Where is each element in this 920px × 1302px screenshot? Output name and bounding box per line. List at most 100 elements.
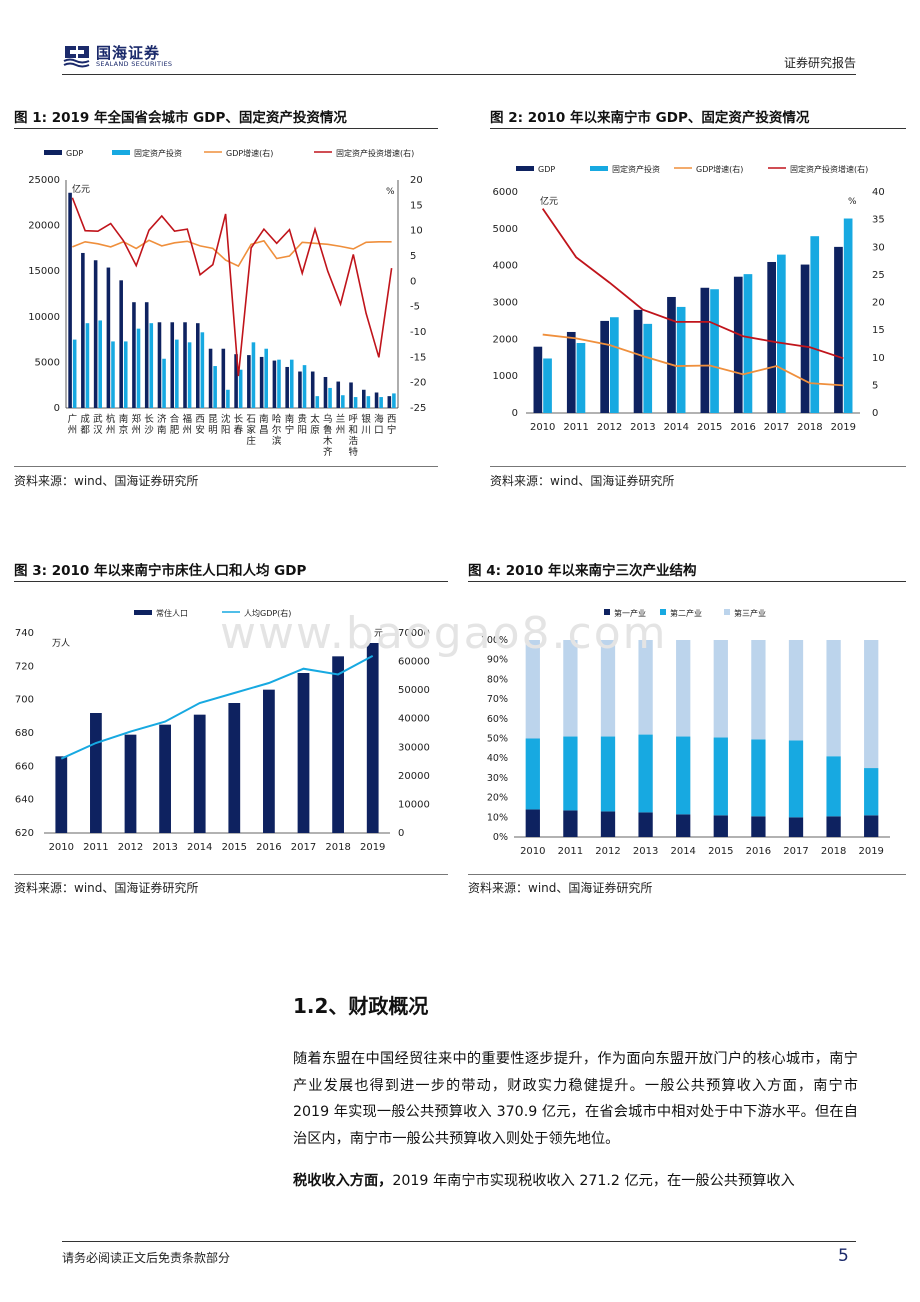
- x-tick-6: 2016: [730, 422, 755, 433]
- bar-gdp-0: [68, 192, 72, 408]
- bar-fai-2: [98, 320, 102, 408]
- bar-population-8: [332, 656, 344, 833]
- y-tick-4: 700: [15, 695, 34, 706]
- legend-label-0: GDP: [538, 165, 555, 174]
- x-tick-11: 昆明: [208, 414, 218, 436]
- fig3-title-rule: [14, 581, 448, 582]
- bar-fai-15: [264, 348, 268, 408]
- x-tick-24: 海口: [374, 413, 384, 436]
- unit-left: 亿元: [540, 195, 558, 207]
- x-tick-1: 2011: [558, 846, 583, 857]
- bar-fai-24: [379, 397, 383, 408]
- legend-swatch-0: [516, 166, 534, 171]
- y-tick-2: 10000: [28, 312, 60, 323]
- fig4-source: 资料来源：wind、国海证券研究所: [468, 881, 653, 895]
- y-tick-2: 660: [15, 761, 34, 772]
- legend-swatch-0: [134, 610, 152, 615]
- bar-gdp-3: [106, 267, 111, 408]
- bar-gdp-22: [349, 382, 353, 408]
- fig2-source-rule: [490, 466, 906, 467]
- bar-fai-4: [123, 341, 128, 408]
- bar-fai-18: [302, 365, 307, 408]
- y2-tick-1: -20: [410, 378, 426, 389]
- bar-fai-8: [810, 236, 820, 413]
- bar-gdp-8: [800, 264, 810, 413]
- bar-fai-12: [226, 389, 230, 408]
- legend-label-2: 第三产业: [734, 608, 766, 618]
- bar-gdp-20: [323, 376, 328, 408]
- section-paragraph-2: 税收收入方面，2019 年南宁市实现税收收入 271.2 亿元，在一般公共预算收…: [293, 1168, 858, 1195]
- bar-seg-2-2: [600, 640, 616, 737]
- bar-fai-13: [238, 369, 243, 408]
- legend-label-0: 常住人口: [156, 608, 188, 618]
- y-tick-8: 80%: [487, 674, 508, 685]
- bar-fai-3: [643, 323, 653, 413]
- y-tick-6: 60%: [487, 714, 508, 725]
- legend-label-1: 固定资产投资: [612, 164, 660, 174]
- y-tick-4: 20000: [28, 221, 60, 232]
- y2-tick-4: -5: [410, 302, 420, 313]
- y2-tick-6: 60000: [398, 657, 430, 668]
- y2-tick-1: 10000: [398, 799, 430, 810]
- y-tick-3: 3000: [493, 298, 518, 309]
- y2-tick-5: 50000: [398, 685, 430, 696]
- y2-tick-5: 25: [872, 270, 885, 281]
- bar-seg-1-6: [751, 739, 766, 817]
- bar-gdp-4: [667, 296, 676, 413]
- y2-tick-2: -15: [410, 352, 426, 363]
- legend-label-0: GDP: [66, 149, 83, 158]
- x-tick-23: 银川: [361, 413, 371, 436]
- bar-fai-16: [277, 359, 281, 408]
- y-tick-0: 0%: [493, 832, 508, 843]
- x-tick-10: 西安: [195, 414, 205, 436]
- bar-seg-2-5: [713, 640, 728, 738]
- bar-gdp-24: [374, 392, 379, 408]
- y2-tick-3: 30000: [398, 742, 430, 753]
- bar-gdp-14: [247, 355, 251, 408]
- logo-subtext: SEALAND SECURITIES: [96, 60, 173, 68]
- y2-tick-3: -10: [410, 327, 426, 338]
- fig4-title-rule: [468, 581, 906, 582]
- bar-seg-0-8: [826, 816, 841, 837]
- bar-gdp-9: [183, 322, 187, 408]
- bar-gdp-7: [767, 261, 776, 413]
- bar-seg-2-7: [788, 640, 804, 741]
- bar-fai-7: [777, 254, 786, 413]
- x-tick-18: 贵阳: [297, 413, 307, 436]
- bar-seg-0-1: [563, 810, 578, 837]
- legend-label-1: 人均GDP(右): [244, 608, 291, 618]
- y-tick-3: 15000: [28, 266, 60, 277]
- bar-seg-1-9: [864, 768, 879, 816]
- bar-fai-1: [85, 323, 90, 408]
- y-tick-9: 90%: [487, 655, 508, 666]
- bar-seg-2-4: [676, 640, 691, 737]
- y2-tick-7: 10: [410, 226, 423, 237]
- fig2-source: 资料来源：wind、国海证券研究所: [490, 474, 675, 488]
- y2-tick-2: 10: [872, 353, 885, 364]
- x-tick-2: 2012: [118, 842, 143, 853]
- line-fai-growth: [541, 208, 844, 360]
- y-tick-7: 70%: [487, 694, 508, 705]
- y2-tick-0: -25: [410, 403, 426, 414]
- x-tick-9: 2019: [831, 422, 856, 433]
- bar-seg-2-8: [826, 640, 841, 757]
- y2-tick-9: 20: [410, 175, 423, 186]
- x-tick-9: 福州: [183, 413, 193, 436]
- footer-disclaimer: 请务必阅读正文后免责条款部分: [62, 1251, 231, 1265]
- bar-gdp-9: [834, 246, 843, 413]
- x-tick-9: 2019: [360, 842, 385, 853]
- bar-fai-11: [213, 366, 217, 408]
- y2-tick-1: 5: [872, 380, 878, 391]
- bar-fai-10: [200, 332, 205, 408]
- x-tick-3: 2013: [630, 422, 655, 433]
- y-tick-5: 5000: [493, 224, 518, 235]
- logo: [62, 42, 182, 70]
- bar-fai-21: [341, 395, 345, 408]
- bar-seg-2-9: [864, 640, 879, 769]
- unit-left: 万人: [52, 638, 70, 649]
- logo-text: 国海证券: [96, 44, 161, 62]
- x-tick-5: 2015: [222, 842, 247, 853]
- bar-seg-1-1: [563, 736, 578, 811]
- x-tick-1: 成都: [80, 413, 90, 436]
- bar-gdp-6: [733, 276, 743, 413]
